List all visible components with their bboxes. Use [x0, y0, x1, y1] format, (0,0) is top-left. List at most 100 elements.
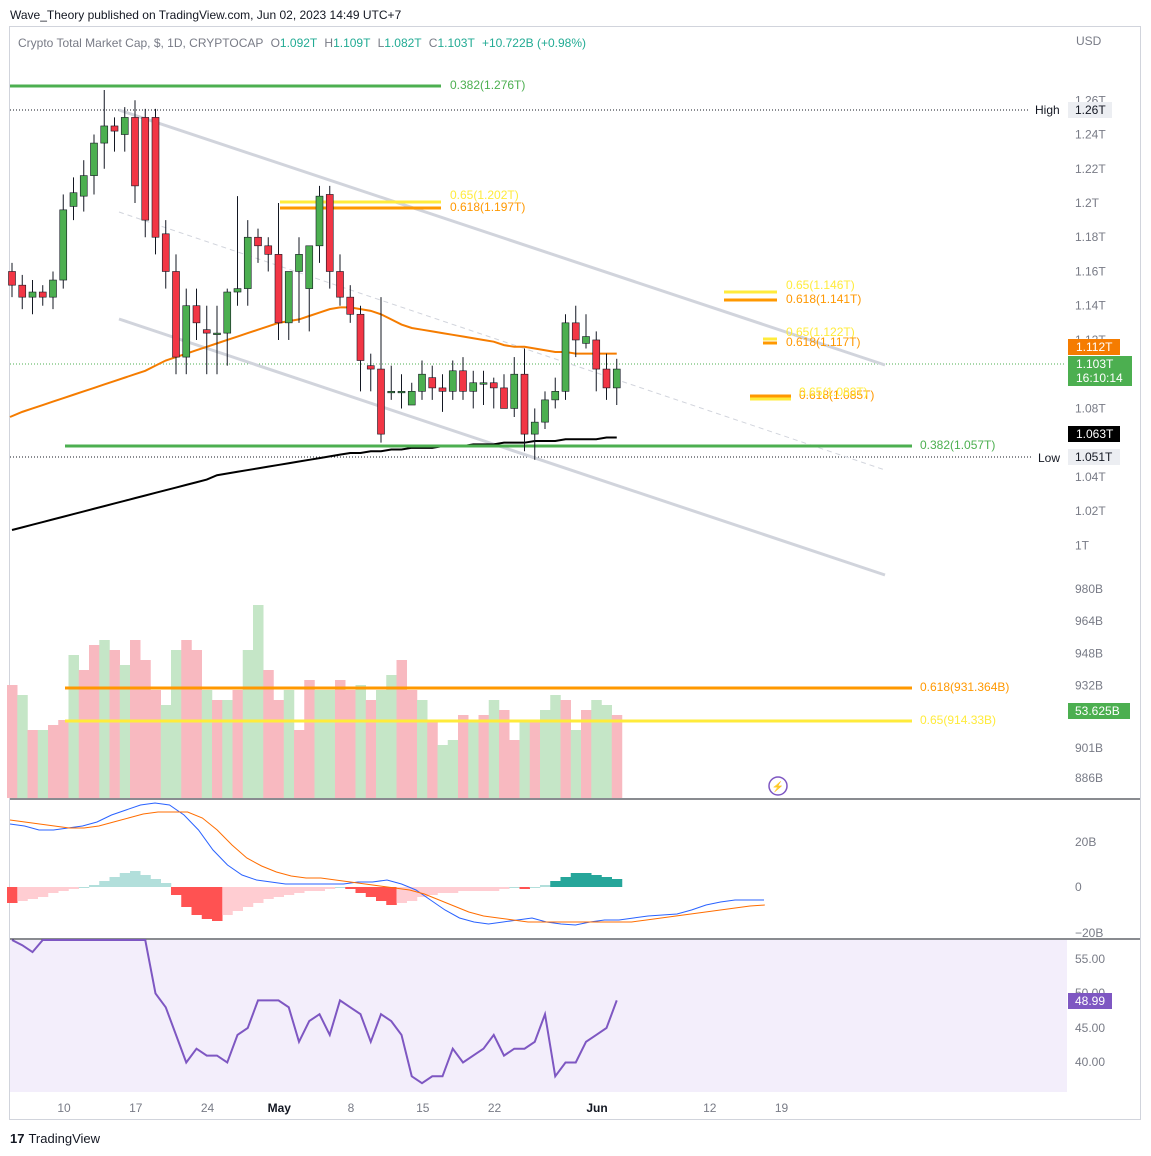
- last-price-tag: [1068, 356, 1132, 386]
- macd-histogram-bar: [68, 887, 79, 889]
- high-value: 1.109T: [333, 36, 371, 50]
- area-bar: [437, 745, 448, 798]
- symbol-name: Crypto Total Market Cap, $, 1D, CRYPTOCA…: [18, 36, 264, 50]
- area-bar: [273, 700, 284, 798]
- close-value: 1.103T: [437, 36, 475, 50]
- area-bar: [119, 665, 131, 798]
- candle-body: [69, 192, 78, 207]
- x-tick-label: 22: [488, 1101, 502, 1115]
- macd-histogram-bar: [355, 887, 366, 893]
- macd-histogram-bar: [314, 887, 325, 891]
- area-bar: [181, 640, 192, 798]
- area-bar: [242, 650, 254, 798]
- macd-histogram-bar: [499, 887, 510, 889]
- area-bar: [17, 695, 28, 798]
- macd-signal-line: [9, 811, 765, 923]
- x-tick-label: 24: [201, 1101, 215, 1115]
- candle-body: [377, 368, 385, 435]
- candle-body: [438, 387, 447, 392]
- tradingview-logo-icon: 17: [10, 1131, 25, 1146]
- area-bar: [427, 720, 438, 798]
- candle-body: [602, 368, 611, 389]
- macd-histogram-bar: [58, 887, 69, 891]
- candle-body: [79, 175, 88, 197]
- area-bar: [48, 725, 59, 798]
- currency-label[interactable]: USD: [1076, 34, 1102, 48]
- candle-body: [469, 382, 478, 392]
- area-bar: [376, 690, 387, 798]
- channel-mid-line: [118, 211, 886, 471]
- countdown-text: 16:10:14: [1076, 371, 1123, 385]
- macd-histogram-bar: [222, 887, 233, 915]
- candle-body: [571, 322, 580, 341]
- area-bar: [458, 715, 469, 798]
- area-bar: [212, 700, 223, 798]
- candle-body: [428, 377, 437, 389]
- area-bar: [27, 730, 38, 798]
- macd-histogram-bar: [376, 887, 387, 901]
- candle-body: [182, 305, 191, 358]
- candle-body: [264, 245, 273, 255]
- macd-histogram-bar: [570, 873, 582, 887]
- area-bar: [160, 705, 172, 798]
- area-bar: [355, 685, 366, 798]
- x-tick-label: 10: [57, 1101, 71, 1115]
- macd-histogram-bar: [601, 877, 612, 887]
- candle-body: [254, 236, 262, 247]
- macd-histogram-bar: [78, 887, 90, 888]
- channel-upper-line: [118, 108, 886, 367]
- y-tick-label: 901B: [1075, 741, 1103, 755]
- candle-body: [172, 271, 180, 358]
- macd-histogram-bar: [550, 881, 561, 887]
- low-value: 1.051T: [1075, 450, 1113, 464]
- candle-body: [18, 284, 27, 298]
- area-bar: [58, 720, 69, 798]
- fib-level-label: 0.618(1.197T): [450, 200, 525, 214]
- candle-body: [243, 236, 252, 289]
- fib-level-label: 0.65(1.083T): [799, 385, 868, 399]
- candle-body: [295, 254, 303, 272]
- area-bar: [171, 650, 182, 798]
- candle-body: [500, 387, 508, 409]
- area-bar: [560, 700, 571, 798]
- area-bar: [191, 650, 202, 798]
- y-tick-label: 1.22T: [1075, 162, 1106, 176]
- fib-level-label: 0.618(1.141T): [786, 292, 861, 306]
- fib-level-label: 0.65(1.146T): [786, 278, 855, 292]
- macd-histogram-bar: [37, 887, 49, 897]
- area-bar: [263, 670, 274, 798]
- symbol-legend: Crypto Total Market Cap, $, 1D, CRYPTOCA…: [18, 36, 586, 50]
- area-bar: [37, 730, 49, 798]
- macd-line: [9, 802, 764, 926]
- area-bar: [294, 730, 305, 798]
- macd-histogram-bar: [171, 887, 182, 895]
- candle-body: [551, 391, 560, 401]
- macd-histogram-bar: [181, 887, 192, 907]
- area-bar: [130, 640, 141, 798]
- y-tick-label: 1.18T: [1075, 230, 1106, 244]
- macd-histogram-bar: [488, 887, 500, 891]
- rsi-y-tick: 55.00: [1075, 952, 1105, 966]
- area-bar: [68, 655, 79, 798]
- y-tick-label: 932B: [1075, 678, 1103, 692]
- macd-histogram-bar: [529, 887, 541, 888]
- fib-level-label: 0.382(1.276T): [450, 78, 525, 92]
- area-bar: [314, 690, 325, 798]
- area-bar: [509, 740, 520, 798]
- candle-body: [448, 370, 457, 392]
- macd-histogram-bar: [591, 875, 602, 887]
- macd-histogram-bar: [109, 877, 120, 887]
- last-price-text: 1.103T: [1076, 357, 1114, 371]
- candle-body: [284, 271, 293, 324]
- tradingview-logo[interactable]: 17 TradingView: [10, 1131, 100, 1146]
- macd-histogram-bar: [201, 887, 213, 919]
- fib-level-label: 0.65(1.202T): [450, 188, 519, 202]
- area-bar: [611, 715, 623, 798]
- chart-frame[interactable]: [9, 26, 1141, 1120]
- macd-histogram-bar: [99, 881, 110, 887]
- area-bar: [335, 680, 346, 798]
- candle-body: [530, 421, 539, 435]
- candle-body: [202, 329, 211, 334]
- area-bar: [222, 700, 233, 798]
